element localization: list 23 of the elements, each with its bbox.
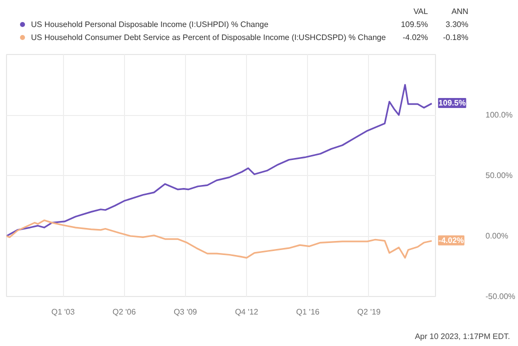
annotation: -4.02% — [438, 236, 464, 245]
x-tick-label: Q2 '06 — [112, 308, 136, 316]
text: Apr 10 2023, 1:17PM EDT. — [414, 332, 510, 342]
text: -4.02% — [402, 32, 429, 44]
y-tick-label: 50.00% — [486, 171, 513, 180]
text: ANN — [450, 6, 470, 18]
text: VAL — [412, 6, 429, 18]
x-tick-label: Q3 '09 — [174, 308, 198, 316]
line-series — [6, 219, 433, 259]
y-tick-label: 100.0% — [486, 110, 513, 120]
x-tick-label: Q1 '16 — [296, 308, 320, 316]
text: 109.5% — [400, 19, 429, 31]
y-tick-label: -50.00% — [486, 292, 516, 301]
y-tick-label: 0.00% — [486, 232, 508, 240]
x-tick-label: Q4 '12 — [234, 308, 259, 316]
legend-label: US Household Consumer Debt Service as Percent of Disposable Income (I:USHCDSPD) % Change — [30, 32, 387, 44]
legend-label: US Household Personal Disposable Income (I:USHPDI) % Change — [30, 19, 270, 31]
line-series — [6, 84, 433, 237]
text: 3.30% — [444, 19, 470, 31]
annotation: 109.5% — [438, 98, 466, 108]
x-tick-label: Q2 '19 — [357, 308, 382, 316]
x-tick-label: Q1 '03 — [51, 308, 76, 316]
text: -0.18% — [442, 32, 470, 44]
